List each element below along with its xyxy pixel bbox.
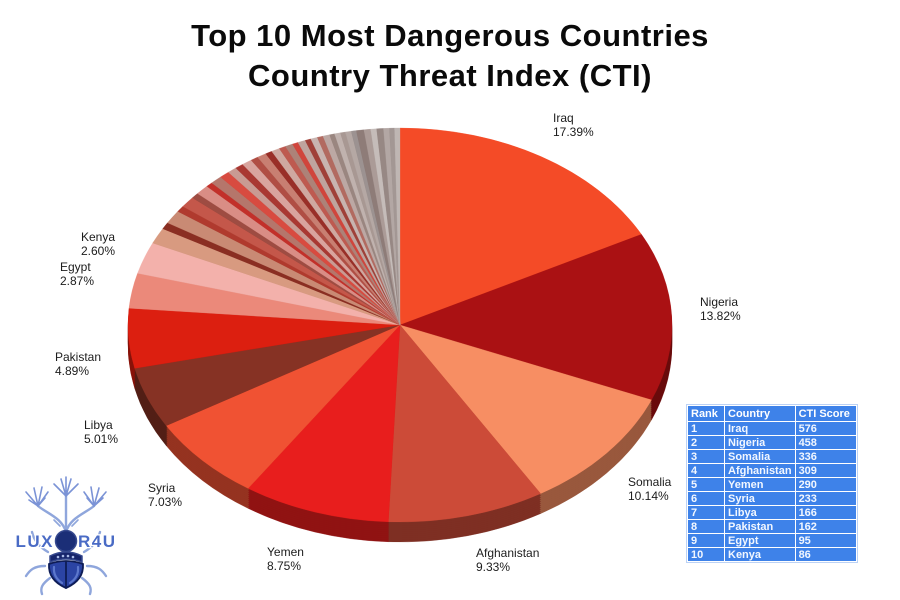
- score-cell: 86: [795, 548, 856, 561]
- country-cell: Nigeria: [725, 436, 795, 449]
- score-cell: 290: [795, 478, 856, 491]
- score-cell: 336: [795, 450, 856, 463]
- title-line-2: Country Threat Index (CTI): [248, 58, 652, 93]
- luxor4u-logo: LUX R4U: [14, 476, 117, 596]
- slice-label-percent: 8.75%: [267, 558, 302, 573]
- table-header: Rank Country CTI Score: [688, 406, 856, 421]
- table-row: 1 Iraq 576: [688, 422, 856, 435]
- slice-label-percent: 9.33%: [476, 559, 511, 574]
- score-cell: 162: [795, 520, 856, 533]
- table-row: 3 Somalia 336: [688, 450, 856, 463]
- slice-label-name: Egypt: [60, 260, 91, 274]
- score-cell: 166: [795, 506, 856, 519]
- country-cell: Kenya: [725, 548, 795, 561]
- cti-score-table: Rank Country CTI Score 1 Iraq 576 2 Nigeria 458…: [686, 404, 858, 563]
- slice-label-name: Nigeria: [700, 295, 739, 309]
- country-cell: Syria: [725, 492, 795, 505]
- country-cell: Pakistan: [725, 520, 795, 533]
- slice-label-percent: 7.03%: [148, 494, 183, 509]
- slice-label-percent: 2.60%: [81, 243, 116, 258]
- score-cell: 576: [795, 422, 856, 435]
- rank-cell: 3: [688, 450, 724, 463]
- table-row: 2 Nigeria 458: [688, 436, 856, 449]
- pie-slice-other-36: [394, 127, 401, 326]
- logo-text-left: LUX: [16, 532, 55, 551]
- table-body: 1 Iraq 576 2 Nigeria 458 3 Somalia 336 4 Afghanist…: [688, 422, 856, 561]
- slice-label-somalia: Somalia 10.14%: [628, 475, 672, 503]
- country-cell: Egypt: [725, 534, 795, 547]
- slice-label-libya: Libya 5.01%: [84, 418, 119, 446]
- slice-label-name: Libya: [84, 418, 113, 432]
- table-row: 9 Egypt 95: [688, 534, 856, 547]
- slice-label-name: Iraq: [553, 111, 574, 125]
- rank-cell: 8: [688, 520, 724, 533]
- slice-label-percent: 4.89%: [55, 363, 90, 378]
- rank-cell: 1: [688, 422, 724, 435]
- slice-label-percent: 5.01%: [84, 431, 119, 446]
- rank-cell: 5: [688, 478, 724, 491]
- table-header-row: Rank Country CTI Score: [688, 406, 856, 421]
- table-row: 7 Libya 166: [688, 506, 856, 519]
- slice-label-kenya: Kenya 2.60%: [81, 230, 116, 258]
- pie-slice-nigeria: [399, 234, 673, 401]
- score-cell: 95: [795, 534, 856, 547]
- slice-label-percent: 2.87%: [60, 273, 95, 288]
- country-cell: Somalia: [725, 450, 795, 463]
- slice-label-egypt: Egypt 2.87%: [60, 260, 95, 288]
- slice-label-name: Afghanistan: [476, 546, 540, 560]
- rank-cell: 4: [688, 464, 724, 477]
- rank-cell: 10: [688, 548, 724, 561]
- country-cell: Yemen: [725, 478, 795, 491]
- slice-label-nigeria: Nigeria 13.82%: [700, 295, 741, 323]
- column-header-country: Country: [725, 406, 795, 421]
- slice-label-yemen: Yemen 8.75%: [267, 545, 304, 573]
- slice-label-name: Pakistan: [55, 350, 102, 364]
- rank-cell: 7: [688, 506, 724, 519]
- table-row: 5 Yemen 290: [688, 478, 856, 491]
- country-cell: Iraq: [725, 422, 795, 435]
- slice-label-name: Yemen: [267, 545, 304, 559]
- pie-slice-syria: [165, 324, 401, 489]
- score-cell: 233: [795, 492, 856, 505]
- country-cell: Libya: [725, 506, 795, 519]
- title-line-1: Top 10 Most Dangerous Countries: [191, 18, 709, 53]
- slice-label-percent: 10.14%: [628, 488, 669, 503]
- score-cell: 458: [795, 436, 856, 449]
- column-header-cti-score: CTI Score: [795, 406, 856, 421]
- table-row: 8 Pakistan 162: [688, 520, 856, 533]
- page-title: Top 10 Most Dangerous Countries Country …: [0, 16, 900, 96]
- scarab-beetle-icon: [24, 476, 108, 596]
- pie-slice-somalia: [399, 324, 652, 494]
- slice-label-syria: Syria 7.03%: [148, 481, 183, 509]
- country-cell: Afghanistan: [725, 464, 795, 477]
- table-row: 4 Afghanistan 309: [688, 464, 856, 477]
- slice-label-percent: 17.39%: [553, 124, 594, 139]
- logo-text-right: R4U: [78, 532, 117, 551]
- slice-label-pakistan: Pakistan 4.89%: [55, 350, 102, 378]
- slice-label-iraq: Iraq 17.39%: [553, 111, 594, 139]
- table-row: 10 Kenya 86: [688, 548, 856, 561]
- pie-slice-afghanistan: [388, 324, 541, 523]
- slice-label-name: Somalia: [628, 475, 672, 489]
- column-header-rank: Rank: [688, 406, 724, 421]
- rank-cell: 6: [688, 492, 724, 505]
- table-row: 6 Syria 233: [688, 492, 856, 505]
- slice-label-percent: 13.82%: [700, 308, 741, 323]
- pie-slice-iraq: [399, 127, 642, 326]
- rank-cell: 2: [688, 436, 724, 449]
- slice-label-afghanistan: Afghanistan 9.33%: [476, 546, 540, 574]
- slice-label-name: Syria: [148, 481, 176, 495]
- score-cell: 309: [795, 464, 856, 477]
- slice-label-name: Kenya: [81, 230, 116, 244]
- pie-slice-yemen: [247, 324, 401, 522]
- rank-cell: 9: [688, 534, 724, 547]
